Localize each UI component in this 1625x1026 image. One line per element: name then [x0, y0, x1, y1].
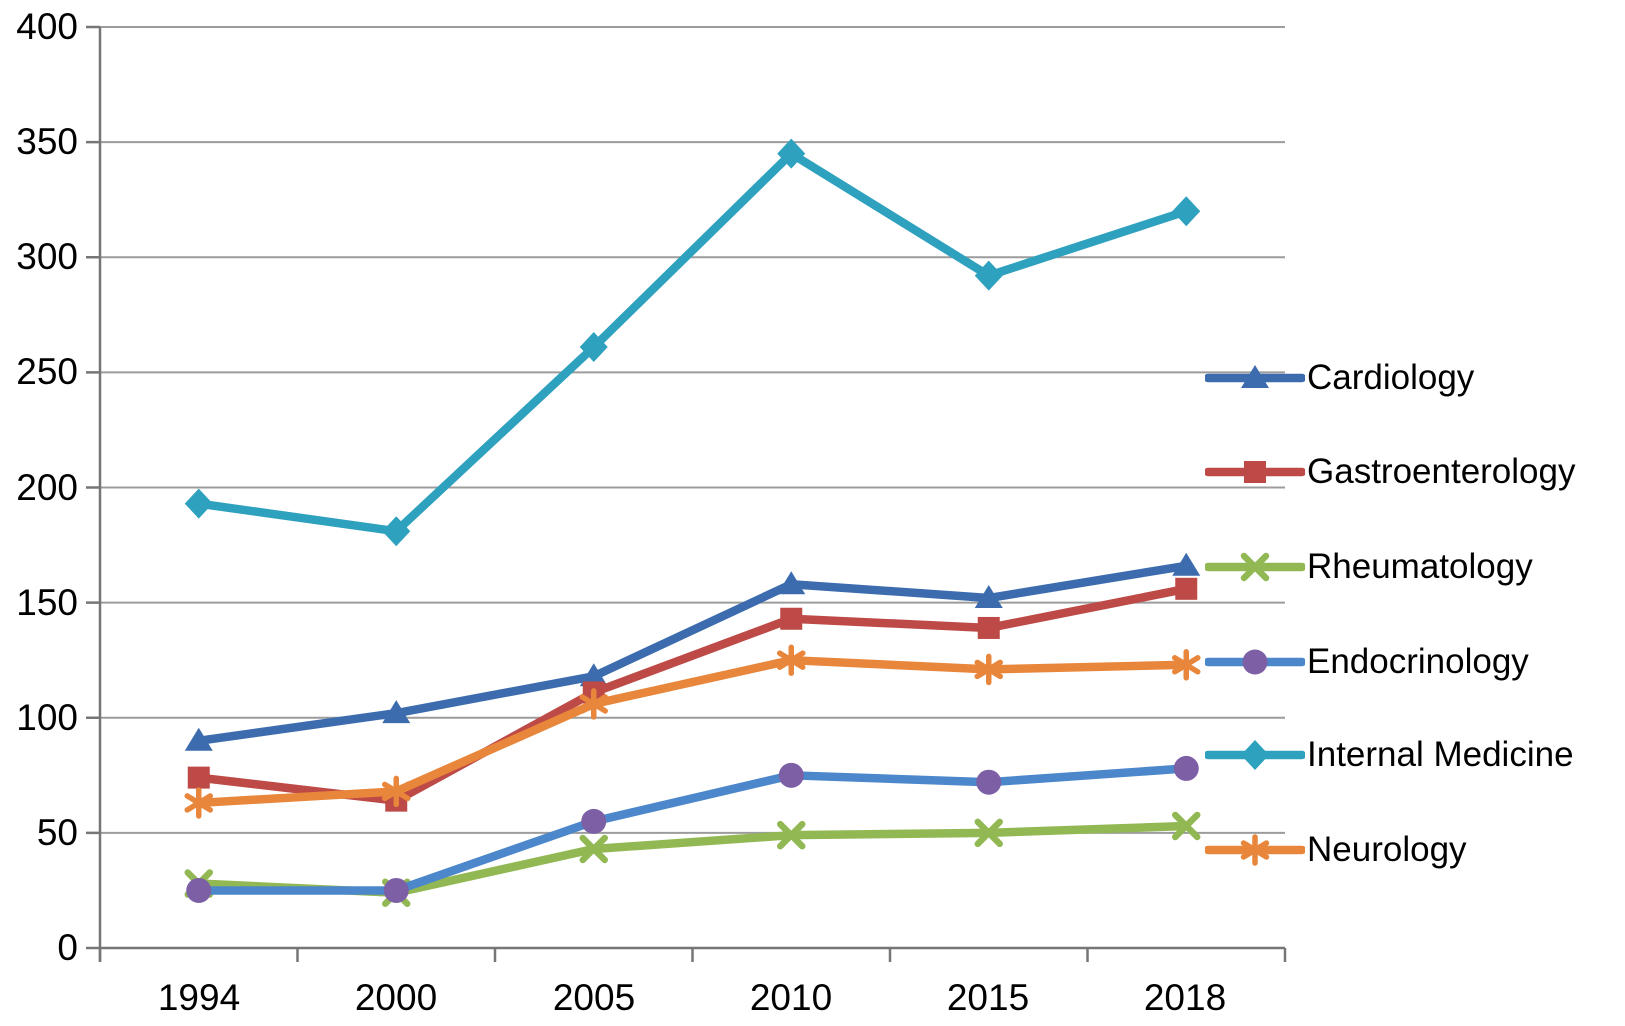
internal-medicine-marker: [1172, 196, 1201, 227]
cardiology-marker: [1172, 552, 1201, 576]
cardiology-marker: [777, 571, 806, 595]
gastroenterology-marker: [977, 616, 1000, 639]
endocrinology-marker: [778, 762, 804, 788]
endocrinology-marker: [581, 808, 607, 834]
series-line-cardiology: [194, 561, 1191, 746]
internal-medicine-marker: [184, 488, 213, 519]
y-tick-label: 400: [16, 6, 78, 47]
neurology-marker: [184, 787, 213, 819]
internal-medicine-marker: [777, 138, 806, 169]
y-tick-label: 300: [16, 236, 78, 277]
y-tick-label: 100: [16, 697, 78, 738]
y-tick-label: 200: [16, 467, 78, 508]
y-tick-label: 150: [16, 582, 78, 623]
cardiology-marker: [184, 727, 213, 751]
gastroenterology-marker: [1175, 577, 1198, 600]
neurology-marker: [1172, 649, 1201, 681]
gastroenterology-marker: [780, 607, 803, 630]
neurology-marker: [579, 688, 608, 720]
gastroenterology-marker: [187, 766, 210, 789]
endocrinology-marker: [186, 877, 212, 903]
rheumatology-marker: [579, 834, 608, 864]
cardiology-marker: [579, 663, 608, 687]
series-line-endocrinology: [194, 764, 1191, 895]
y-tick-label: 350: [16, 121, 78, 162]
rheumatology-marker: [777, 820, 806, 850]
endocrinology-marker: [383, 877, 409, 903]
cardiology-marker: [974, 585, 1003, 609]
internal-medicine-marker: [974, 260, 1003, 291]
x-tick-label: 2010: [749, 977, 833, 1018]
x-tick-label: 2000: [354, 977, 438, 1018]
series-line-gastroenterology: [194, 584, 1191, 805]
rheumatology-marker: [974, 818, 1003, 848]
series-line-rheumatology: [194, 821, 1191, 897]
series-line-neurology: [194, 655, 1191, 808]
rheumatology-marker: [1172, 811, 1201, 841]
cardiology-marker: [382, 700, 411, 724]
x-tick-label: 2018: [1143, 977, 1227, 1018]
y-tick-label: 50: [36, 812, 78, 853]
series-line-internal-medicine: [194, 149, 1191, 536]
neurology-marker: [382, 775, 411, 808]
y-tick-label: 0: [57, 927, 78, 968]
x-tick-label: 2015: [946, 977, 1030, 1018]
x-tick-label: 2005: [552, 977, 636, 1018]
internal-medicine-marker: [579, 332, 608, 363]
internal-medicine-marker: [382, 516, 411, 547]
endocrinology-marker: [1173, 755, 1199, 781]
neurology-marker: [974, 653, 1003, 686]
x-tick-label: 1994: [157, 977, 241, 1018]
y-tick-label: 250: [16, 351, 78, 392]
neurology-marker: [777, 644, 806, 676]
endocrinology-marker: [976, 769, 1002, 795]
